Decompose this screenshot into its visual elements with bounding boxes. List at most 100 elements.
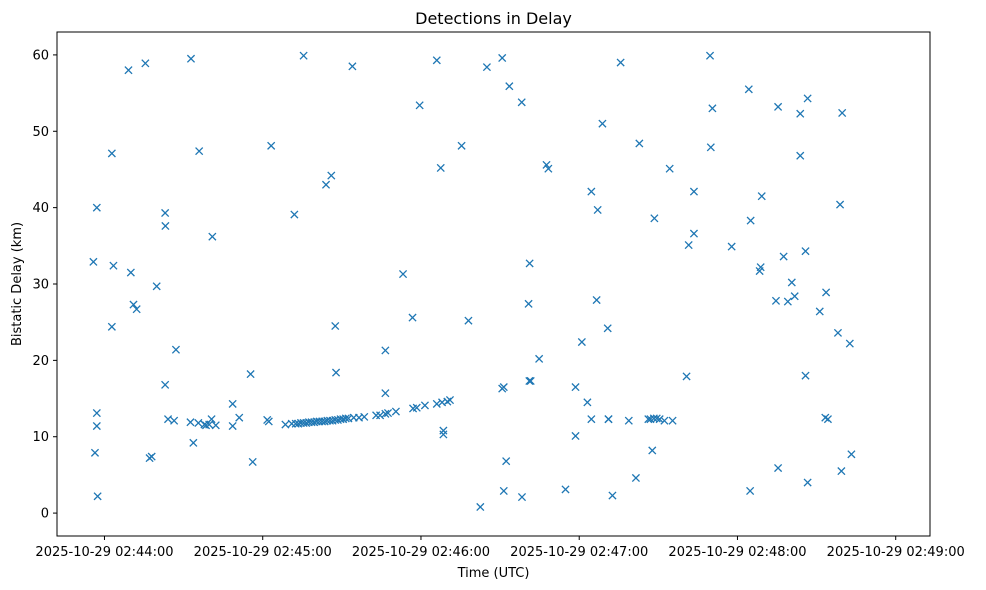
data-point-marker (587, 415, 596, 424)
data-point-marker (327, 171, 336, 180)
y-axis: 0 10 20 30 40 50 60 (32, 48, 57, 522)
data-point-marker (746, 216, 755, 225)
data-point-marker (290, 210, 299, 219)
data-point-marker (152, 282, 161, 291)
data-point-marker (603, 324, 612, 333)
data-point-marker (744, 85, 753, 94)
y-tick-label: 50 (32, 125, 49, 140)
data-point-marker (631, 473, 640, 483)
x-tick-label: 2025-10-29 02:47:00 (510, 545, 648, 560)
data-point-marker (341, 414, 350, 423)
y-tick-label: 20 (32, 354, 49, 369)
data-point-marker (665, 164, 674, 173)
data-point-marker (321, 180, 331, 189)
data-point-marker (235, 413, 244, 422)
data-point-marker (228, 421, 237, 431)
data-point-marker (439, 426, 448, 435)
data-point-marker (836, 200, 845, 209)
data-point-marker (92, 408, 101, 418)
data-point-marker (107, 322, 116, 331)
y-tick-label: 30 (32, 278, 49, 293)
data-point-marker (689, 229, 699, 238)
data-point-marker (264, 417, 273, 426)
data-point-marker (682, 372, 691, 381)
data-point-marker (381, 409, 390, 418)
data-point-marker (779, 252, 788, 261)
data-point-marker (756, 263, 765, 272)
data-point-marker (408, 313, 417, 322)
data-point-marker (757, 192, 766, 201)
data-point-marker (652, 414, 661, 423)
data-point-marker (838, 108, 847, 118)
x-tick-label: 2025-10-29 02:48:00 (668, 545, 806, 560)
data-point-marker (648, 446, 657, 455)
data-point-marker (803, 478, 812, 487)
data-point-marker (571, 431, 580, 441)
data-point-marker (783, 297, 792, 306)
data-point-marker (267, 141, 276, 150)
data-point-marker (186, 418, 195, 427)
data-point-marker (381, 346, 390, 355)
data-point-marker (89, 257, 98, 266)
data-point-marker (526, 376, 535, 386)
data-point-marker (660, 416, 669, 425)
data-point-marker (186, 54, 196, 63)
data-point-marker (823, 415, 832, 424)
data-point-marker (207, 415, 216, 424)
data-point-marker (790, 292, 799, 301)
data-point-marker (383, 408, 393, 418)
chart-title: Detections in Delay (415, 9, 572, 28)
data-point-marker (577, 337, 586, 347)
data-point-marker (583, 398, 592, 407)
data-point-marker (535, 354, 544, 363)
data-point-marker (517, 98, 526, 107)
data-point-marker (650, 214, 659, 223)
data-point-marker (92, 203, 101, 212)
data-point-marker (445, 396, 455, 405)
data-point-marker (498, 53, 507, 63)
data-point-marker (771, 296, 781, 305)
data-point-marker (571, 383, 580, 392)
data-point-marker (331, 368, 341, 377)
data-point-marker (348, 62, 357, 71)
data-point-marker (331, 321, 340, 331)
data-point-marker (801, 371, 810, 380)
data-point-marker (655, 415, 664, 424)
data-point-marker (598, 119, 607, 128)
data-point-marker (604, 415, 613, 424)
y-axis-title: Bistatic Delay (km) (10, 222, 25, 346)
data-point-marker (524, 299, 533, 308)
data-point-marker (194, 418, 203, 428)
data-point-marker (189, 438, 198, 447)
data-point-marker (107, 149, 116, 158)
data-point-marker (499, 486, 508, 496)
data-point-marker (246, 370, 255, 379)
data-point-marker (161, 221, 170, 231)
data-point-marker (796, 151, 805, 160)
data-point-marker (706, 143, 715, 152)
data-point-marker (161, 208, 170, 218)
data-point-marker (833, 328, 843, 337)
data-point-marker (505, 82, 514, 91)
data-point-marker (837, 467, 846, 476)
data-point-marker (195, 147, 204, 156)
data-point-marker (147, 452, 156, 461)
data-point-marker (248, 457, 257, 466)
data-point-marker (208, 232, 217, 241)
data-point-marker (464, 316, 473, 325)
y-tick-label: 10 (32, 430, 49, 445)
data-point-marker (412, 403, 421, 412)
data-point-marker (93, 492, 102, 501)
x-axis-title: Time (UTC) (457, 566, 530, 581)
data-point-marker (525, 376, 534, 386)
x-tick-label: 2025-10-29 02:46:00 (352, 545, 490, 560)
data-point-marker (845, 339, 854, 348)
data-point-marker (124, 66, 133, 75)
data-point-marker (746, 486, 755, 496)
data-point-marker (635, 139, 644, 148)
data-point-marker (502, 457, 511, 466)
data-point-marker (561, 485, 570, 494)
data-point-marker (109, 261, 118, 270)
